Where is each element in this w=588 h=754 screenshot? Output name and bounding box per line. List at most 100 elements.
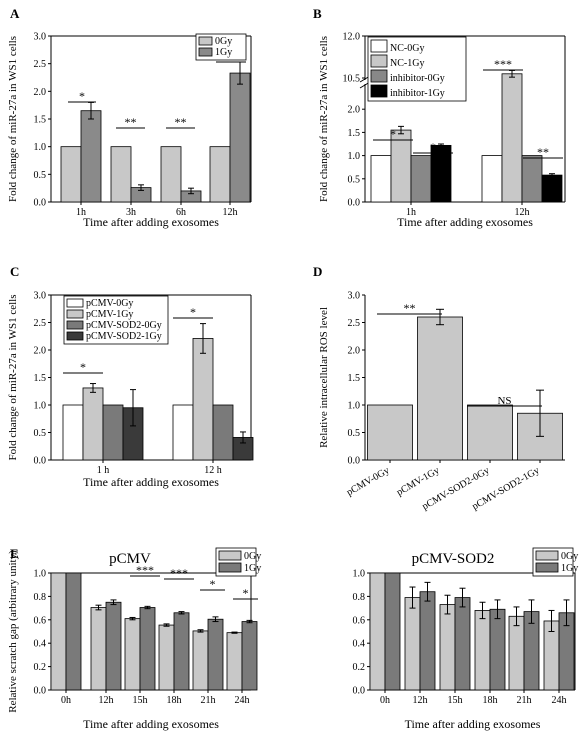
- y-tick-label: 1.5: [34, 115, 47, 126]
- legend-swatch: [66, 320, 84, 330]
- x-axis-label: Time after adding exosomes: [397, 215, 533, 229]
- y-tick-label: 0.8: [353, 592, 366, 603]
- legend-label: pCMV-SOD2-0Gy: [86, 320, 162, 331]
- y-tick-label: 0.0: [348, 198, 361, 209]
- significance-label: *: [190, 305, 196, 319]
- chart-title: pCMV: [109, 551, 151, 567]
- y-tick-label: 2.0: [34, 87, 47, 98]
- significance-label: *: [80, 360, 86, 374]
- bar: [417, 316, 463, 461]
- y-axis-label: Fold change of miR-27a in WS1 cells: [7, 36, 19, 202]
- legend-swatch: [66, 331, 84, 341]
- legend-swatch: [370, 54, 388, 68]
- legend-label: 1Gy: [215, 47, 232, 58]
- legend-label: NC-0Gy: [390, 43, 424, 54]
- y-axis-label: Relative intracellular ROS level: [318, 307, 330, 448]
- y-tick-label: 0.5: [348, 174, 361, 185]
- y-axis-label: Fold change of miR-27a in WS1 cells: [318, 36, 330, 202]
- legend-swatch: [218, 562, 242, 573]
- legend-label: NC-1Gy: [390, 58, 424, 69]
- bar: [226, 632, 243, 691]
- x-tick-label: 21h: [201, 695, 216, 706]
- bar: [82, 387, 104, 461]
- x-tick-label: pCMV-0Gy: [345, 465, 392, 498]
- x-tick-label: 12 h: [204, 465, 222, 476]
- significance-label: *: [210, 577, 216, 591]
- legend-label: 1Gy: [561, 563, 578, 574]
- legend-label: 0Gy: [215, 36, 232, 47]
- significance-label: ***: [170, 566, 188, 580]
- y-tick-label: 0.4: [34, 639, 47, 650]
- bar: [508, 615, 525, 691]
- bar: [158, 624, 175, 691]
- bar: [90, 607, 107, 691]
- legend-swatch: [66, 298, 84, 308]
- panel-letter: D: [313, 264, 322, 279]
- y-tick-label: 2.0: [348, 346, 361, 357]
- bar: [367, 404, 413, 461]
- y-tick-label: 1.5: [34, 373, 47, 384]
- x-axis-label: Time after adding exosomes: [405, 717, 541, 731]
- bar: [467, 404, 513, 461]
- bar: [489, 608, 506, 691]
- x-tick-label: 1 h: [97, 465, 110, 476]
- y-tick-label: 1.0: [34, 401, 47, 412]
- y-tick-label: 2.5: [34, 59, 47, 70]
- y-tick-label: 3.0: [34, 291, 47, 302]
- bar: [209, 146, 231, 203]
- x-tick-label: 12h: [223, 207, 238, 218]
- bar: [521, 155, 543, 203]
- y-tick-label: 1.0: [34, 569, 47, 580]
- bar: [102, 404, 124, 461]
- x-tick-label: 1h: [76, 207, 86, 218]
- bar: [50, 572, 67, 691]
- bar: [172, 404, 194, 461]
- bar: [124, 618, 141, 691]
- x-tick-label: 12h: [99, 695, 114, 706]
- significance-label: ***: [136, 563, 154, 577]
- x-tick-label: 24h: [235, 695, 250, 706]
- y-tick-label: 3.0: [34, 32, 47, 43]
- bar: [65, 572, 82, 691]
- legend-label: 0Gy: [244, 551, 261, 562]
- x-tick-label: 3h: [126, 207, 136, 218]
- bar: [160, 146, 182, 203]
- x-tick-label: 24h: [552, 695, 567, 706]
- y-tick-label: 1.5: [348, 373, 361, 384]
- x-axis-label: Time after adding exosomes: [83, 475, 219, 489]
- y-tick-label: 3.0: [348, 291, 361, 302]
- y-tick-label: 1.5: [348, 128, 361, 139]
- significance-label: **: [537, 145, 549, 159]
- x-tick-label: 6h: [176, 207, 186, 218]
- panel-letter: B: [313, 6, 322, 21]
- x-tick-label: 15h: [448, 695, 463, 706]
- chart-title: pCMV-SOD2: [412, 551, 495, 567]
- y-tick-label: 1.0: [353, 569, 366, 580]
- y-axis-label: Fold change of miR-27a in WS1 cells: [7, 295, 19, 461]
- bar: [229, 72, 251, 203]
- y-tick-label: 0.0: [348, 456, 361, 467]
- significance-label: *: [79, 89, 85, 103]
- x-tick-label: 18h: [483, 695, 498, 706]
- significance-label: ***: [494, 57, 512, 71]
- significance-label: **: [404, 301, 416, 315]
- bar: [80, 110, 102, 203]
- bar: [384, 572, 401, 691]
- y-tick-label: 0.6: [34, 615, 47, 626]
- y-tick-label: 2.0: [34, 346, 47, 357]
- significance-label: *: [243, 586, 249, 600]
- legend-swatch: [370, 39, 388, 53]
- y-tick-label: 0.6: [353, 615, 366, 626]
- x-tick-label: pCMV-1Gy: [395, 465, 442, 498]
- y-tick-label: 0.4: [353, 639, 366, 650]
- bar: [501, 73, 523, 203]
- y-tick-label: 10.5: [343, 74, 361, 85]
- bar: [173, 612, 190, 691]
- y-tick-label: 0.0: [34, 198, 47, 209]
- y-tick-label: 0.5: [348, 428, 361, 439]
- bar: [481, 155, 503, 203]
- x-tick-label: 0h: [61, 695, 71, 706]
- y-tick-label: 0.0: [353, 686, 366, 697]
- x-tick-label: 18h: [167, 695, 182, 706]
- x-tick-label: 12h: [413, 695, 428, 706]
